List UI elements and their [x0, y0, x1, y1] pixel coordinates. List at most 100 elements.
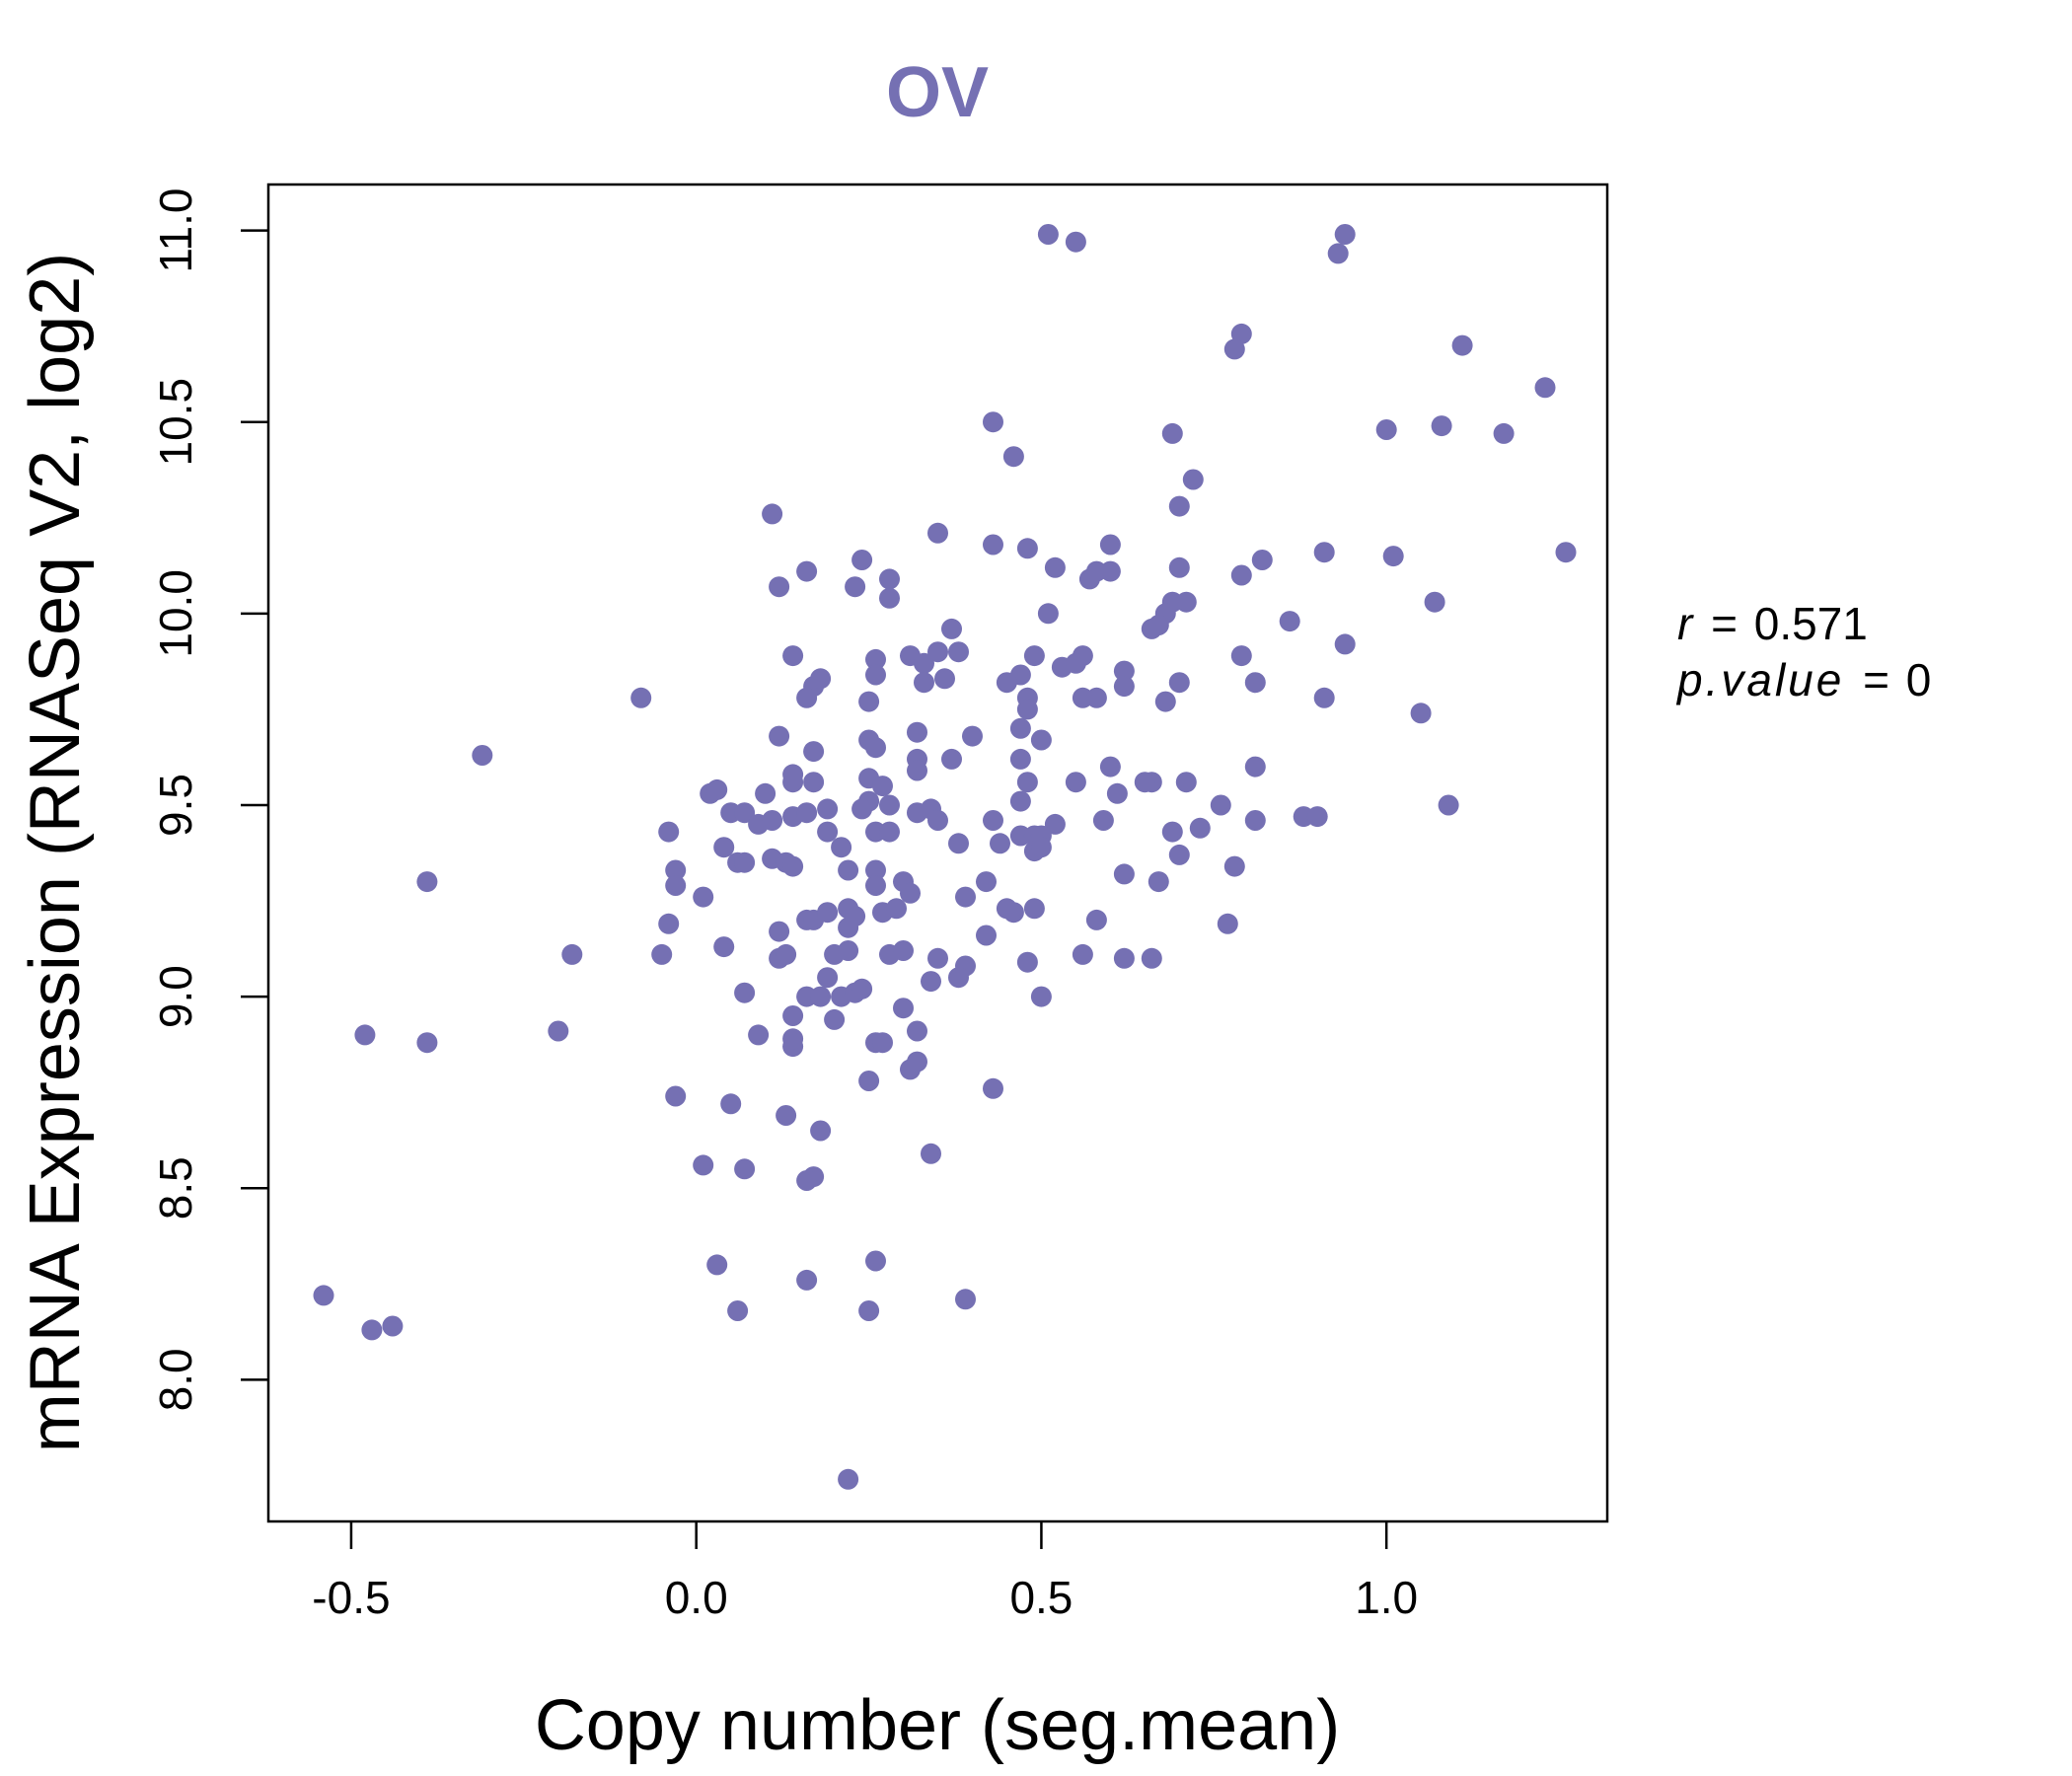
- data-point-221: [983, 1077, 1003, 1099]
- plot-frame: [266, 183, 1609, 1523]
- data-point-214: [782, 1028, 804, 1050]
- data-point-205: [1030, 986, 1052, 1007]
- data-point-29: [879, 568, 900, 590]
- data-point-130: [762, 810, 783, 831]
- data-point-9: [1002, 446, 1024, 468]
- data-point-13: [1431, 415, 1452, 437]
- data-point-53: [1023, 645, 1045, 667]
- data-point-240: [838, 1468, 859, 1490]
- data-point-209: [748, 1024, 770, 1046]
- data-point-102: [1134, 772, 1155, 793]
- y-tick-label: 10.5: [150, 378, 201, 467]
- data-point-66: [1113, 676, 1135, 698]
- data-point-24: [1382, 546, 1404, 567]
- data-point-212: [548, 1020, 569, 1042]
- data-point-20: [1099, 534, 1121, 555]
- data-point-105: [706, 778, 728, 800]
- data-point-117: [851, 798, 873, 820]
- p-value-label: p.value: [1675, 654, 1844, 705]
- y-axis-label: mRNA Expression (RNASeq V2, log2): [16, 253, 95, 1452]
- data-point-88: [941, 748, 962, 770]
- data-point-220: [858, 1071, 880, 1091]
- y-axis: 8.0 8.5 9.0 9.5 10.0 10.5 11.0: [150, 188, 268, 1411]
- data-point-138: [1189, 817, 1211, 839]
- data-point-124: [1244, 810, 1266, 831]
- data-point-15: [1168, 495, 1190, 517]
- data-point-76: [1313, 687, 1335, 708]
- data-point-174: [1023, 898, 1045, 920]
- data-point-5: [1223, 338, 1245, 360]
- data-point-116: [817, 798, 839, 820]
- data-point-211: [416, 1032, 438, 1054]
- data-point-193: [1113, 947, 1135, 969]
- data-point-207: [782, 1005, 804, 1026]
- data-point-0: [1037, 224, 1059, 245]
- data-point-2: [1334, 224, 1356, 245]
- data-point-208: [824, 1008, 846, 1030]
- r-stat: r = 0.571: [1677, 598, 1868, 649]
- data-point-30: [769, 576, 790, 598]
- data-point-206: [893, 998, 914, 1019]
- data-point-89: [1009, 748, 1031, 770]
- data-point-187: [838, 940, 859, 961]
- data-point-158: [865, 875, 886, 896]
- data-point-111: [1210, 794, 1231, 816]
- data-point-68: [1244, 672, 1266, 694]
- data-point-175: [1085, 909, 1107, 930]
- data-point-103: [1175, 772, 1197, 793]
- data-point-95: [782, 772, 804, 793]
- data-point-31: [845, 576, 866, 598]
- data-point-80: [769, 725, 790, 747]
- data-point-191: [1016, 951, 1038, 973]
- x-axis-label: Copy number (seg.mean): [535, 1686, 1340, 1765]
- data-point-127: [1438, 794, 1459, 816]
- data-point-198: [734, 982, 756, 1003]
- data-point-180: [1217, 913, 1238, 934]
- data-point-216: [872, 1032, 893, 1054]
- data-point-219: [907, 1051, 927, 1073]
- data-point-156: [416, 871, 438, 893]
- data-point-3: [1327, 243, 1349, 264]
- data-point-83: [803, 741, 825, 763]
- data-point-200: [810, 986, 832, 1007]
- data-point-145: [831, 837, 852, 858]
- data-point-177: [769, 921, 790, 942]
- data-point-171: [886, 898, 907, 920]
- data-point-48: [865, 648, 886, 670]
- data-point-11: [1182, 469, 1204, 490]
- data-point-38: [1175, 591, 1197, 613]
- data-point-28: [796, 560, 818, 582]
- data-point-227: [693, 1154, 714, 1176]
- data-point-65: [996, 672, 1017, 694]
- x-tick-label: 1.0: [1355, 1572, 1418, 1623]
- data-point-7: [1534, 377, 1556, 399]
- data-point-195: [817, 967, 839, 989]
- data-point-64: [934, 668, 955, 690]
- data-point-226: [921, 1143, 941, 1164]
- points-layer: [313, 224, 1577, 1490]
- data-point-147: [948, 833, 969, 854]
- data-point-77: [1016, 699, 1038, 720]
- data-point-98: [872, 776, 893, 797]
- data-point-235: [313, 1285, 334, 1306]
- data-point-204: [921, 971, 941, 993]
- data-point-228: [734, 1158, 756, 1180]
- data-point-63: [914, 672, 934, 694]
- data-point-122: [1044, 813, 1066, 835]
- data-point-35: [1099, 560, 1121, 582]
- data-point-8: [983, 411, 1003, 433]
- data-point-160: [900, 882, 921, 904]
- data-point-56: [1065, 652, 1086, 674]
- x-tick-label: 0.5: [1009, 1572, 1073, 1623]
- data-point-16: [762, 503, 783, 525]
- y-tick-label: 10.0: [150, 569, 201, 658]
- data-point-155: [1223, 855, 1245, 877]
- y-tick-label: 8.5: [150, 1156, 201, 1220]
- data-point-123: [1092, 810, 1114, 831]
- data-point-217: [907, 1020, 927, 1042]
- data-point-82: [962, 725, 983, 747]
- data-point-109: [1009, 790, 1031, 812]
- data-point-52: [948, 641, 969, 663]
- data-point-162: [976, 871, 997, 893]
- data-point-92: [1244, 756, 1266, 777]
